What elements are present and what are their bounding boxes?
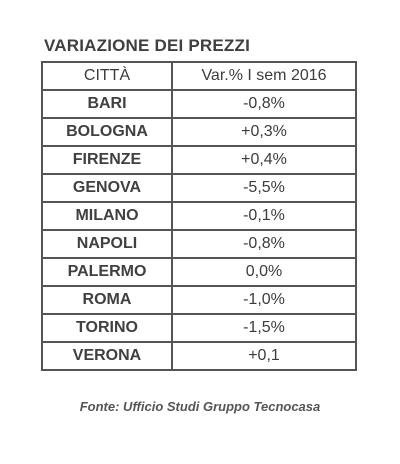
table-row: FIRENZE +0,4% [41,145,357,175]
table-body: BARI -0,8% BOLOGNA +0,3% FIRENZE +0,4% G… [41,89,357,371]
table-row: BOLOGNA +0,3% [41,117,357,147]
header-variation: Var.% I sem 2016 [171,61,357,91]
variation-cell: +0,3% [171,117,357,147]
city-cell: GENOVA [41,173,173,203]
variation-cell: -0,8% [171,89,357,119]
source-caption: Fonte: Ufficio Studi Gruppo Tecnocasa [79,399,321,414]
variation-cell: 0,0% [171,257,357,287]
table-header: CITTÀ Var.% I sem 2016 [41,61,357,91]
variation-cell: +0,1 [171,341,357,371]
header-row: CITTÀ Var.% I sem 2016 [41,61,357,91]
variation-cell: +0,4% [171,145,357,175]
variation-cell: -0,8% [171,229,357,259]
table-row: ROMA -1,0% [41,285,357,315]
city-cell: NAPOLI [41,229,173,259]
variation-cell: -0,1% [171,201,357,231]
table-row: PALERMO 0,0% [41,257,357,287]
city-cell: FIRENZE [41,145,173,175]
city-cell: ROMA [41,285,173,315]
city-cell: MILANO [41,201,173,231]
variation-cell: -1,0% [171,285,357,315]
table-row: TORINO -1,5% [41,313,357,343]
city-cell: PALERMO [41,257,173,287]
city-cell: BOLOGNA [41,117,173,147]
table-title: VARIAZIONE DEI PREZZI [44,36,251,55]
city-cell: VERONA [41,341,173,371]
variation-cell: -5,5% [171,173,357,203]
table-row: VERONA +0,1 [41,341,357,371]
variation-cell: -1,5% [171,313,357,343]
price-variation-table: CITTÀ Var.% I sem 2016 BARI -0,8% BOLOGN… [41,61,357,371]
header-city: CITTÀ [41,61,173,91]
city-cell: BARI [41,89,173,119]
city-cell: TORINO [41,313,173,343]
table-row: BARI -0,8% [41,89,357,119]
table-row: MILANO -0,1% [41,201,357,231]
table-row: NAPOLI -0,8% [41,229,357,259]
table-row: GENOVA -5,5% [41,173,357,203]
